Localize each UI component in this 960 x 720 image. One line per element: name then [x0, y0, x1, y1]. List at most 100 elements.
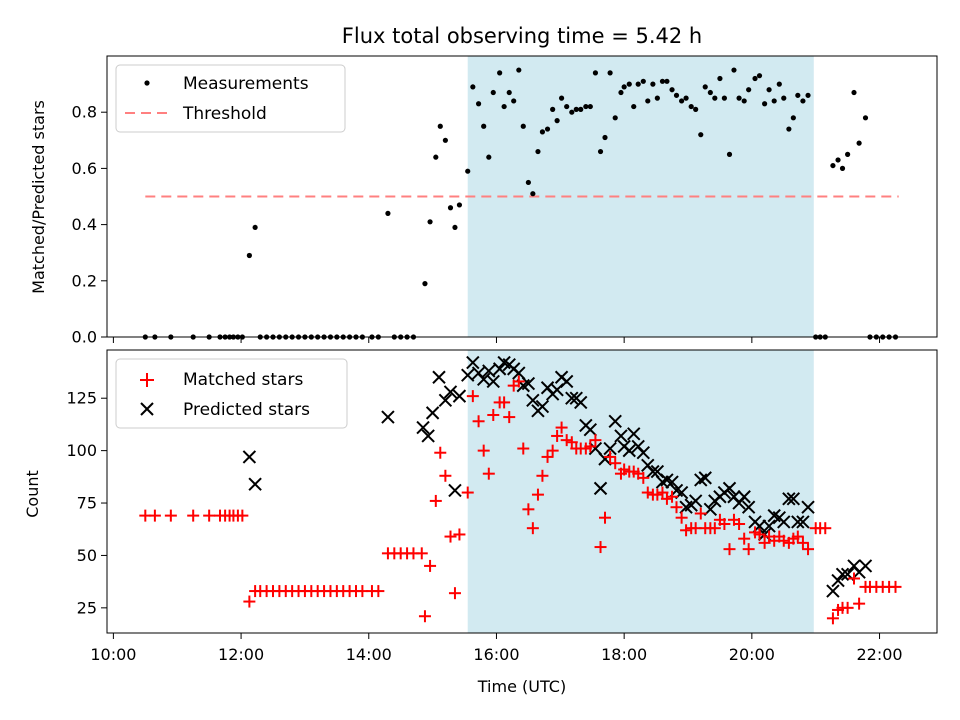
predicted-star-point: [622, 443, 636, 458]
measurement-point: [673, 92, 680, 98]
ratio-legend-label-measurements: Measurements: [183, 74, 309, 94]
x-tick-label: 20:00: [729, 645, 775, 664]
measurement-point: [452, 224, 458, 231]
predicted-star-point: [432, 370, 446, 384]
measurement-point: [621, 84, 627, 90]
y-tick-label: 100: [66, 441, 97, 460]
measurement-point: [602, 134, 608, 141]
matched-star-point: [429, 494, 442, 507]
matched-star-point: [466, 390, 479, 403]
ratio-panel: 0.00.20.40.60.8 Matched/Predicted stars …: [29, 55, 938, 347]
matched-star-point: [694, 507, 707, 520]
count-legend: Matched stars Predicted stars: [115, 358, 348, 429]
count-legend-label-predicted: Predicted stars: [183, 400, 310, 420]
measurement-point: [511, 98, 517, 104]
matched-star-point: [651, 488, 664, 501]
x-tick-label: 16:00: [473, 645, 519, 664]
ratio-legend-label-threshold: Threshold: [182, 104, 267, 124]
matched-star-point: [187, 509, 200, 522]
predicted-star-point: [762, 519, 776, 533]
predicted-star-point: [583, 422, 598, 437]
predicted-star-point: [835, 567, 850, 582]
count-legend-marker-predicted: [140, 402, 154, 416]
y-tick-label: 125: [66, 389, 97, 408]
count-panel: 25 50 75 100 125 10:00 12:00 14:00 16:00 18:00 20…: [23, 349, 938, 696]
matched-star-point: [148, 509, 161, 522]
measurement-point: [607, 70, 613, 76]
predicted-star-point: [741, 500, 756, 514]
y-tick-label: 0.6: [72, 159, 97, 178]
measurement-point: [433, 154, 439, 160]
y-tick-label: 0.8: [72, 103, 97, 122]
matched-star-point: [848, 572, 860, 585]
matched-star-point: [599, 511, 611, 524]
matched-star-point: [604, 450, 617, 463]
predicted-star-point: [694, 473, 708, 487]
measurement-point: [712, 95, 718, 101]
y-tick-label: 0.4: [72, 215, 97, 234]
measurement-point: [781, 95, 787, 101]
measurement-point: [475, 101, 482, 107]
measurement-point: [470, 84, 476, 90]
measurement-point: [790, 115, 796, 121]
predicted-star-point: [782, 492, 796, 506]
matched-star-points: [139, 375, 902, 625]
matched-star-point: [594, 541, 607, 554]
matched-star-point: [680, 524, 693, 537]
measurement-point: [845, 151, 851, 157]
measurement-point: [626, 81, 632, 87]
measurement-point: [776, 81, 782, 87]
ratio-legend-marker-measurements: [144, 80, 150, 86]
predicted-star-point: [777, 515, 791, 529]
measurement-point: [756, 73, 763, 79]
matched-star-point: [618, 463, 631, 476]
measurement-point: [587, 103, 593, 110]
measurement-point: [583, 103, 589, 110]
measurement-point: [535, 148, 541, 155]
matched-star-point: [637, 471, 650, 484]
x-tick-label: 18:00: [601, 645, 647, 664]
measurement-point: [645, 98, 651, 104]
count-legend-marker-matched: [140, 373, 154, 387]
matched-star-point: [738, 532, 751, 545]
matched-star-point: [670, 501, 683, 514]
measurement-point: [506, 89, 512, 96]
x-axis-label: Time (UTC): [477, 677, 566, 696]
measurement-point: [679, 98, 685, 104]
matched-star-point: [512, 375, 525, 388]
matched-star-point: [546, 444, 559, 457]
measurement-point: [771, 98, 777, 104]
matched-star-point: [758, 536, 771, 549]
measurement-point: [650, 81, 656, 87]
matched-star-point: [439, 469, 452, 482]
measurement-point: [731, 67, 737, 73]
matched-star-point: [584, 440, 597, 453]
matched-star-point: [666, 490, 679, 503]
measurement-point: [795, 92, 801, 98]
matched-star-point: [424, 559, 437, 572]
measurement-point: [726, 151, 733, 157]
matched-star-point: [498, 396, 511, 409]
measurement-point: [422, 281, 428, 287]
matched-star-point: [415, 547, 428, 560]
predicted-star-point: [796, 515, 810, 529]
measurement-point: [544, 126, 551, 132]
measurement-point: [427, 219, 433, 225]
measurement-point: [805, 92, 811, 98]
matched-star-point: [656, 486, 669, 499]
matched-star-point: [589, 434, 602, 447]
predicted-star-point: [492, 362, 507, 376]
predicted-star-point: [482, 364, 496, 378]
predicted-star-point: [512, 366, 526, 380]
predicted-star-point: [646, 464, 660, 479]
measurement-point: [437, 123, 443, 129]
measurement-point: [597, 148, 604, 155]
measurement-point: [539, 129, 546, 135]
predicted-star-point: [466, 355, 480, 370]
predicted-star-point: [665, 475, 679, 489]
measurement-point: [573, 106, 579, 112]
measurement-point: [516, 67, 522, 73]
matched-star-point: [487, 408, 500, 421]
predicted-star-point: [565, 391, 579, 405]
